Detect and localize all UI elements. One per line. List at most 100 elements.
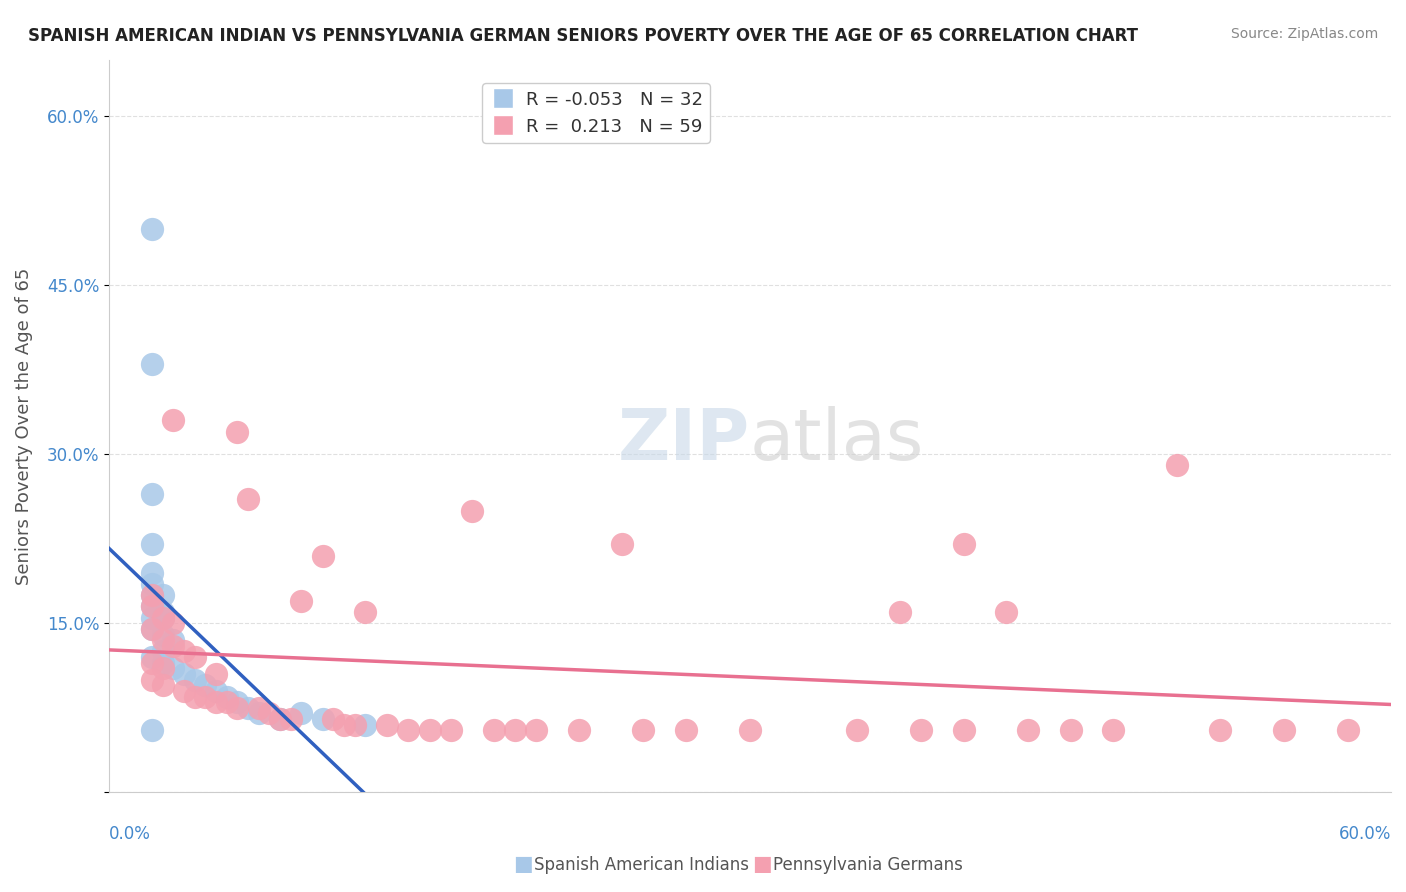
Point [141,577,163,591]
Legend: R = -0.053   N = 32, R =  0.213   N = 59: R = -0.053 N = 32, R = 0.213 N = 59 [482,83,710,143]
Point [1102,723,1125,738]
Point [183,690,205,704]
Point [173,644,195,658]
Point [226,701,249,715]
Point [482,723,505,738]
Point [215,695,238,709]
Point [141,486,163,500]
Point [675,723,697,738]
Point [141,588,163,602]
Point [419,723,441,738]
Point [205,684,228,698]
Text: atlas: atlas [749,406,924,475]
Point [141,357,163,371]
Point [269,712,291,726]
Text: Spanish American Indians: Spanish American Indians [534,856,749,874]
Point [889,605,911,619]
Point [141,622,163,636]
Point [141,622,163,636]
Point [141,221,163,235]
Point [568,723,591,738]
Point [183,673,205,687]
Point [152,605,174,619]
Point [141,599,163,614]
Point [194,678,217,692]
Point [343,718,366,732]
Point [141,599,163,614]
Point [312,712,335,726]
Point [610,537,633,551]
Point [215,690,238,704]
Point [141,656,163,670]
Point [290,593,312,607]
Text: 0.0%: 0.0% [110,825,150,844]
Point [152,656,174,670]
Point [236,701,259,715]
Point [1059,723,1081,738]
Point [375,718,398,732]
Point [141,673,163,687]
Point [247,706,270,721]
Point [141,566,163,580]
Point [226,695,249,709]
Point [631,723,654,738]
Point [205,695,228,709]
Point [162,413,184,427]
Point [205,667,228,681]
Point [152,610,174,624]
Point [526,723,548,738]
Y-axis label: Seniors Poverty Over the Age of 65: Seniors Poverty Over the Age of 65 [15,268,32,584]
Point [280,712,302,726]
Point [290,706,312,721]
Point [141,537,163,551]
Point [173,667,195,681]
Point [269,712,291,726]
Text: Pennsylvania Germans: Pennsylvania Germans [773,856,963,874]
Point [152,661,174,675]
Point [141,723,163,738]
Point [1166,458,1188,473]
Point [845,723,868,738]
Point [1337,723,1360,738]
Text: ZIP: ZIP [617,406,749,475]
Point [440,723,463,738]
Point [194,690,217,704]
Point [952,723,974,738]
Text: ■: ■ [752,855,772,874]
Text: ■: ■ [513,855,533,874]
Point [354,718,377,732]
Point [162,616,184,631]
Point [354,605,377,619]
Point [162,633,184,648]
Point [173,684,195,698]
Point [396,723,419,738]
Point [322,712,344,726]
Point [141,610,163,624]
Point [152,610,174,624]
Point [141,650,163,665]
Point [461,503,484,517]
Point [910,723,932,738]
Point [312,549,335,563]
Point [503,723,526,738]
Point [1017,723,1039,738]
Point [333,718,356,732]
Point [1272,723,1295,738]
Point [152,633,174,648]
Point [183,650,205,665]
Point [162,639,184,653]
Point [236,492,259,507]
Point [152,627,174,641]
Point [952,537,974,551]
Point [162,661,184,675]
Point [995,605,1018,619]
Point [247,701,270,715]
Text: SPANISH AMERICAN INDIAN VS PENNSYLVANIA GERMAN SENIORS POVERTY OVER THE AGE OF 6: SPANISH AMERICAN INDIAN VS PENNSYLVANIA … [28,27,1137,45]
Point [226,425,249,439]
Point [1209,723,1232,738]
Text: Source: ZipAtlas.com: Source: ZipAtlas.com [1230,27,1378,41]
Point [152,644,174,658]
Point [141,588,163,602]
Text: 60.0%: 60.0% [1339,825,1391,844]
Point [259,706,281,721]
